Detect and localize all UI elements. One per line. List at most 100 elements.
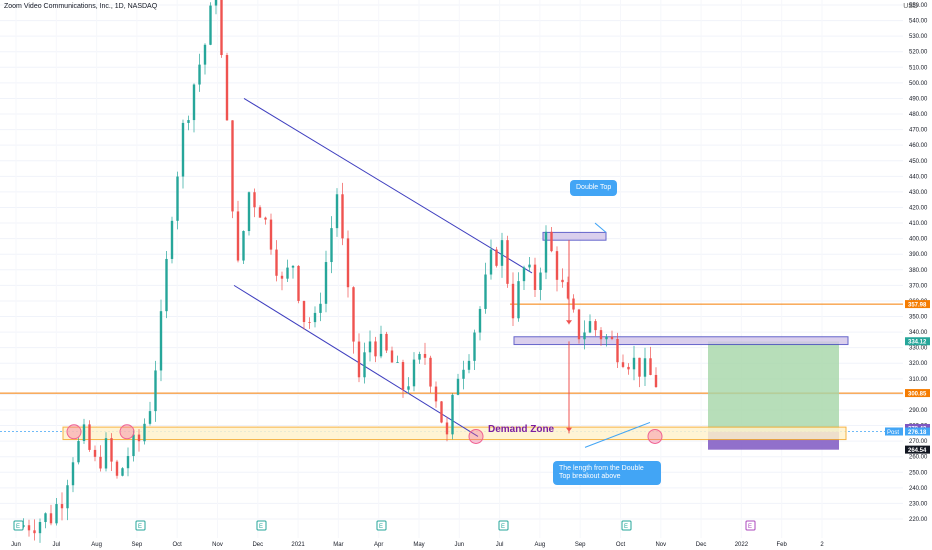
candle-body xyxy=(236,211,240,261)
currency-label: USD xyxy=(903,3,918,10)
candle-body xyxy=(231,120,234,212)
x-tick-label: Jun xyxy=(11,542,21,548)
earnings-icon xyxy=(498,520,509,531)
x-tick-label: Oct xyxy=(173,542,183,548)
price-label-bg xyxy=(905,337,930,346)
candle-body xyxy=(346,238,350,288)
candle-body xyxy=(445,422,449,435)
candle-body xyxy=(434,386,438,402)
candle-body xyxy=(462,369,465,379)
candle-body xyxy=(115,461,119,476)
arrow-head xyxy=(566,427,572,432)
y-tick-label: 230.00 xyxy=(909,501,928,507)
channel-lower-line xyxy=(233,284,479,437)
y-tick-label: 340.00 xyxy=(909,330,928,336)
touch-marker-circle xyxy=(468,428,484,444)
candle-body xyxy=(121,468,124,476)
candle-body xyxy=(308,322,311,323)
candle-body xyxy=(77,440,80,463)
candle-body xyxy=(473,332,476,361)
candle-body xyxy=(368,341,372,353)
double-top-callout[interactable]: Double Top xyxy=(570,180,618,196)
candle-body xyxy=(401,362,405,390)
candle-body xyxy=(440,401,443,423)
candle-body xyxy=(33,530,36,534)
price-label-text: 300.85 xyxy=(908,392,927,398)
candle-body xyxy=(203,44,207,65)
candle-body xyxy=(154,370,157,412)
candle-body xyxy=(132,434,135,457)
candle-body xyxy=(605,336,608,340)
candle-body xyxy=(555,251,559,280)
x-tick-label: Feb xyxy=(777,542,788,548)
breakout-zone xyxy=(513,336,849,346)
candle-body xyxy=(269,219,273,250)
candlesticks xyxy=(22,0,658,543)
candle-body xyxy=(319,303,322,313)
y-tick-label: 250.00 xyxy=(909,470,928,476)
candle-body xyxy=(258,207,262,218)
candle-body xyxy=(324,262,328,304)
candle-body xyxy=(99,456,102,469)
candle-body xyxy=(638,357,641,377)
target-zone xyxy=(708,341,839,432)
candle-body xyxy=(396,362,399,363)
y-tick-label: 370.00 xyxy=(909,283,928,289)
y-tick-label: 400.00 xyxy=(909,237,928,243)
candle-body xyxy=(275,249,278,276)
candle-body xyxy=(429,357,432,387)
price-axis: 220.00230.00240.00250.00260.00270.00280.… xyxy=(909,3,928,523)
y-tick-label: 470.00 xyxy=(909,128,928,134)
y-tick-label: 480.00 xyxy=(909,112,928,118)
x-tick-label: Jul xyxy=(52,542,60,548)
length-note-callout[interactable]: The length from the Double Top breakout … xyxy=(553,461,661,485)
candle-body xyxy=(192,84,196,121)
candle-body xyxy=(522,267,526,282)
y-tick-label: 240.00 xyxy=(909,486,928,492)
candle-body xyxy=(484,274,487,309)
candle-body xyxy=(385,333,388,351)
candle-body xyxy=(478,308,482,333)
candle-body xyxy=(181,122,185,177)
measure-arrows xyxy=(566,222,651,448)
touch-marker-circle xyxy=(66,424,82,440)
demand-zone-label: Demand Zone xyxy=(488,424,555,435)
x-tick-label: Sep xyxy=(132,542,143,548)
candle-body xyxy=(82,424,86,441)
candle-body xyxy=(176,176,179,221)
candle-body xyxy=(594,321,597,331)
y-tick-label: 310.00 xyxy=(909,377,928,383)
touch-markers xyxy=(66,424,663,444)
double-top-text: Double Top xyxy=(576,184,612,191)
price-label-bg xyxy=(905,389,930,398)
price-label-text: 357.98 xyxy=(908,303,927,309)
touch-marker-circle xyxy=(119,424,135,440)
length-note-line2: Top breakout above xyxy=(559,473,621,480)
earnings-icon-letter: E xyxy=(16,524,20,530)
zones xyxy=(62,231,849,441)
earnings-icon-letter: E xyxy=(259,524,263,530)
candle-body xyxy=(187,120,190,123)
candle-body xyxy=(456,378,460,395)
candle-body xyxy=(110,438,113,462)
candle-body xyxy=(247,192,251,232)
y-tick-label: 320.00 xyxy=(909,361,928,367)
y-tick-label: 510.00 xyxy=(909,65,928,71)
candle-body xyxy=(198,64,201,85)
y-tick-label: 540.00 xyxy=(909,19,928,25)
touch-marker-circle xyxy=(647,428,663,444)
candle-body xyxy=(126,456,130,469)
candle-body xyxy=(550,231,553,252)
candle-body xyxy=(242,231,245,261)
y-tick-label: 440.00 xyxy=(909,174,928,180)
x-tick-label: Dec xyxy=(696,542,707,548)
demand-zone xyxy=(62,426,847,441)
y-tick-label: 460.00 xyxy=(909,143,928,149)
candle-body xyxy=(352,287,355,342)
candle-body xyxy=(225,55,229,121)
x-tick-label: Jun xyxy=(454,542,464,548)
x-tick-label: Dec xyxy=(252,542,263,548)
candle-body xyxy=(55,504,58,524)
